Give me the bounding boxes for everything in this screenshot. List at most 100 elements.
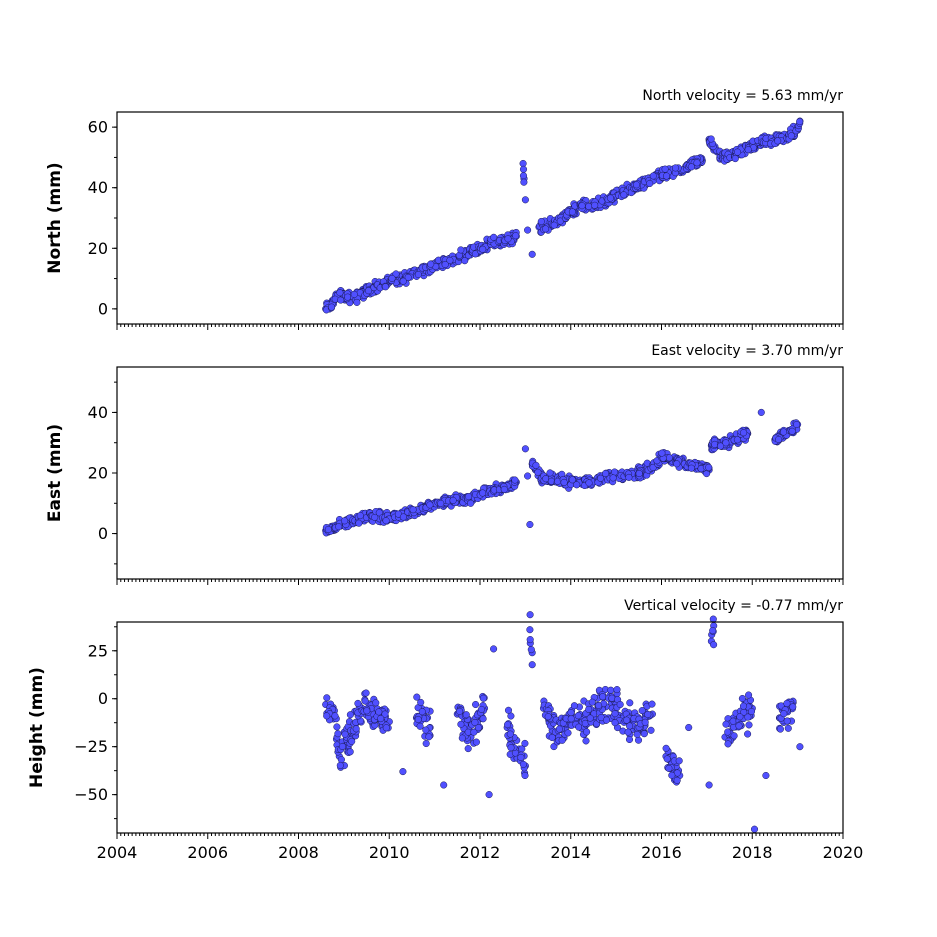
height-data-point <box>796 743 804 751</box>
height-cloud-point <box>477 705 486 713</box>
north-cloud-point <box>578 202 586 210</box>
north-cloud-point <box>404 273 412 281</box>
height-cloud-point <box>472 738 480 746</box>
height-cloud-point <box>570 702 578 710</box>
height-cloud-point <box>336 761 344 769</box>
x-tick-label: 2020 <box>823 843 864 862</box>
height-cloud-point <box>474 724 483 732</box>
north-cloud-point <box>519 165 528 173</box>
east-cloud-point <box>780 428 788 436</box>
height-data-point <box>750 825 759 833</box>
height-scatter-points <box>322 611 804 833</box>
height-cloud-point <box>616 700 624 709</box>
north-cloud-point <box>568 208 576 216</box>
east-cloud-point <box>687 464 695 472</box>
north-cloud-point <box>414 270 422 279</box>
x-tick-label: 2016 <box>641 843 682 862</box>
north-y-tick-label: 0 <box>98 299 108 318</box>
height-cloud-point <box>425 733 433 741</box>
north-cloud-point <box>388 274 396 282</box>
north-data-point <box>524 226 532 234</box>
east-data-point <box>757 408 765 416</box>
height-cloud-point <box>736 713 744 721</box>
east-cloud-point <box>437 499 445 507</box>
height-cloud-point <box>644 710 652 719</box>
height-cloud-point <box>377 715 385 723</box>
height-cloud-point <box>634 736 643 744</box>
height-cloud-point <box>582 737 590 745</box>
east-cloud-point <box>465 493 473 501</box>
east-data-point <box>524 472 532 480</box>
east-cloud-point <box>793 420 801 429</box>
east-cloud-point <box>375 509 383 517</box>
x-tick-label: 2018 <box>732 843 773 862</box>
north-cloud-point <box>364 287 373 295</box>
north-cloud-point <box>520 178 528 186</box>
north-cloud-point <box>649 172 657 180</box>
north-cloud-point <box>504 235 512 243</box>
height-cloud-point <box>341 730 349 738</box>
height-cloud-point <box>462 711 470 719</box>
height-data-point <box>705 781 713 789</box>
height-cloud-point <box>739 702 748 710</box>
height-cloud-point <box>375 708 383 716</box>
east-panel: East velocity = 3.70 mm/yr East (mm) 0 20… <box>45 343 844 585</box>
north-cloud-point <box>446 256 454 264</box>
height-cloud-point <box>333 723 341 731</box>
height-cloud-point <box>457 720 465 728</box>
height-cloud-point <box>504 721 512 729</box>
x-tick-label: 2008 <box>278 843 319 862</box>
height-cloud-point <box>526 611 534 619</box>
x-tick-label: 2004 <box>97 843 138 862</box>
east-cloud-point <box>568 476 576 484</box>
height-cloud-point <box>744 713 752 721</box>
north-data-point <box>528 250 536 258</box>
east-cloud-point <box>449 496 457 504</box>
east-cloud-point <box>705 463 713 471</box>
height-cloud-point <box>668 771 676 779</box>
height-cloud-point <box>362 689 370 697</box>
height-cloud-point <box>611 719 619 727</box>
height-cloud-point <box>626 699 634 707</box>
north-cloud-point <box>542 225 550 233</box>
east-y-tick-label: 20 <box>88 464 108 483</box>
height-panel-title: Vertical velocity = -0.77 mm/yr <box>624 598 843 614</box>
height-cloud-point <box>776 725 784 733</box>
height-cloud-point <box>595 701 603 710</box>
height-cloud-point <box>747 707 756 716</box>
height-cloud-point <box>417 698 425 706</box>
height-cloud-point <box>567 709 575 717</box>
north-cloud-point <box>457 246 465 254</box>
height-cloud-point <box>504 706 513 714</box>
north-cloud-point <box>537 217 545 226</box>
east-cloud-point <box>409 506 417 514</box>
north-cloud-point <box>620 191 628 199</box>
height-cloud-point <box>470 728 478 736</box>
height-cloud-point <box>722 720 730 728</box>
north-cloud-point <box>671 164 680 172</box>
height-cloud-point <box>337 756 345 764</box>
east-cloud-point <box>534 468 542 476</box>
height-cloud-point <box>422 726 430 734</box>
height-cloud-point <box>780 710 788 718</box>
north-cloud-point <box>707 135 715 143</box>
east-cloud-point <box>609 474 617 482</box>
east-cloud-point <box>788 427 796 435</box>
height-cloud-point <box>418 708 426 716</box>
height-cloud-point <box>506 730 514 738</box>
east-cloud-point <box>532 461 540 469</box>
height-cloud-point <box>416 722 424 730</box>
height-cloud-point <box>738 694 746 703</box>
north-cloud-point <box>441 260 449 269</box>
height-cloud-point <box>348 737 356 745</box>
north-cloud-point <box>662 172 671 180</box>
height-cloud-point <box>729 717 737 725</box>
height-cloud-point <box>730 732 738 740</box>
north-panel-title: North velocity = 5.63 mm/yr <box>642 88 843 104</box>
north-cloud-point <box>382 283 390 291</box>
height-cloud-point <box>527 646 535 654</box>
north-cloud-point <box>585 202 593 210</box>
height-cloud-point <box>479 694 487 702</box>
east-cloud-point <box>740 429 748 437</box>
